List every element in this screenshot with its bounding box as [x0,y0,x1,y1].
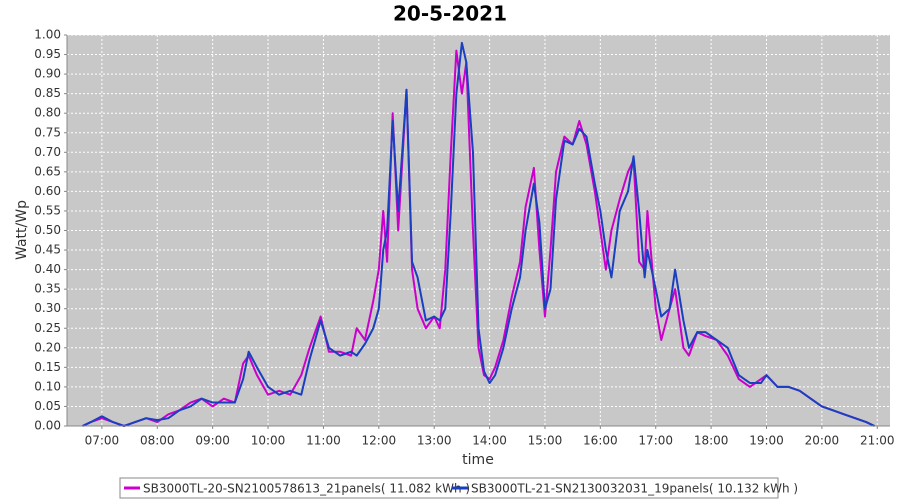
y-tick-label: 0.25 [34,321,61,335]
x-tick-label: 10:00 [251,434,286,448]
y-tick-label: 0.55 [34,203,61,217]
x-tick-label: 09:00 [195,434,230,448]
y-tick-label: 0.50 [34,223,61,237]
x-tick-label: 12:00 [362,434,397,448]
y-tick-label: 0.80 [34,106,61,120]
legend [119,477,779,499]
y-tick-label: 0.45 [34,243,61,257]
x-tick-label: 18:00 [694,434,729,448]
y-tick-label: 0.65 [34,164,61,178]
x-tick-label: 17:00 [638,434,673,448]
y-tick-label: 0.40 [34,262,61,276]
x-tick-label: 14:00 [472,434,507,448]
y-tick-label: 0.30 [34,301,61,315]
chart-title: 20-5-2021 [393,2,507,26]
x-axis-label: time [462,452,494,468]
x-tick-label: 15:00 [528,434,563,448]
x-tick-label: 08:00 [140,434,175,448]
y-tick-label: 0.60 [34,184,61,198]
x-tick-label: 19:00 [749,434,784,448]
y-tick-label: 0.10 [34,379,61,393]
series-line [82,41,875,427]
y-tick-label: 0.35 [34,282,61,296]
x-tick-label: 11:00 [306,434,341,448]
y-tick-label: 0.70 [34,145,61,159]
x-tick-label: 07:00 [85,434,120,448]
y-tick-label: 0.05 [34,399,61,413]
y-tick-label: 0.20 [34,340,61,354]
y-tick-label: 0.90 [34,67,61,81]
x-tick-label: 16:00 [583,434,618,448]
legend-label: SB3000TL-20-SN2100578613_21panels( 11.08… [143,482,470,496]
y-axis-label: Watt/Wp [14,200,30,260]
y-tick-label: 0.15 [34,360,61,374]
x-tick-label: 13:00 [417,434,452,448]
y-tick-label: 0.85 [34,86,61,100]
y-tick-label: 1.00 [34,28,61,42]
x-tick-label: 21:00 [860,434,895,448]
legend-label: SB3000TL-21-SN2130032031_19panels( 10.13… [471,482,798,496]
y-tick-label: 0.75 [34,125,61,139]
y-tick-label: 0.00 [34,419,61,433]
x-tick-label: 20:00 [805,434,840,448]
y-tick-label: 0.95 [34,47,61,61]
